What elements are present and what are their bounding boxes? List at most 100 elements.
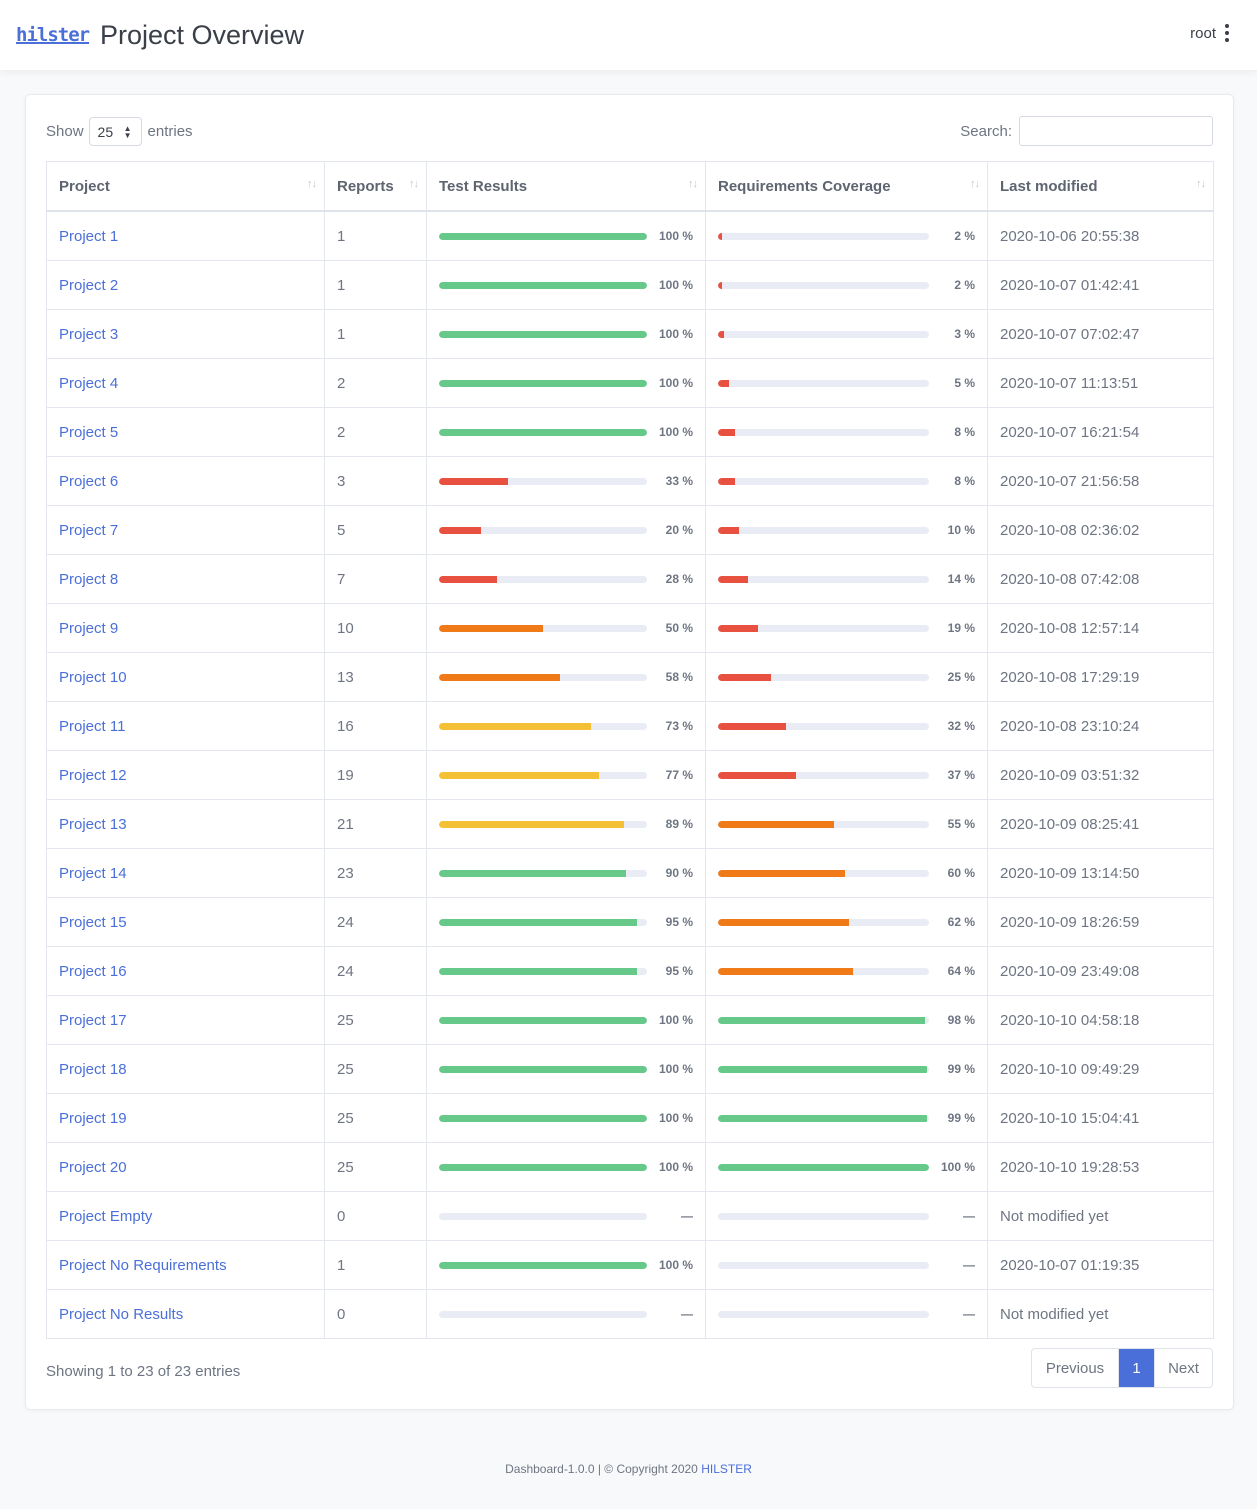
req-fill bbox=[718, 379, 729, 387]
test-bar: 100 % bbox=[439, 376, 693, 390]
test-results-cell: 33 % bbox=[426, 456, 706, 506]
project-link[interactable]: Project 9 bbox=[46, 603, 325, 653]
test-bar: 100 % bbox=[439, 327, 693, 341]
page-size-select[interactable]: 25 ▲ ▼ bbox=[88, 117, 142, 146]
project-link[interactable]: Project Empty bbox=[46, 1191, 325, 1241]
test-bar: 95 % bbox=[439, 915, 693, 929]
project-link[interactable]: Project 20 bbox=[46, 1142, 325, 1192]
test-track bbox=[439, 330, 647, 338]
project-link[interactable]: Project 7 bbox=[46, 505, 325, 555]
test-results-cell: 100 % bbox=[426, 1240, 706, 1290]
test-percent: 33 % bbox=[665, 474, 693, 488]
project-link[interactable]: Project 18 bbox=[46, 1044, 325, 1094]
req-track bbox=[718, 281, 929, 289]
user-menu[interactable]: root bbox=[1190, 24, 1229, 42]
kebab-menu-icon[interactable] bbox=[1225, 24, 1229, 42]
previous-page-button[interactable]: Previous bbox=[1032, 1349, 1119, 1387]
footer-text: Dashboard-1.0.0 | © Copyright 2020 bbox=[505, 1462, 702, 1476]
test-track bbox=[439, 673, 647, 681]
reports-count: 0 bbox=[324, 1289, 427, 1339]
project-link[interactable]: Project No Results bbox=[46, 1289, 325, 1339]
column-header-requirements-coverage[interactable]: Requirements Coverage ↑↓ bbox=[705, 161, 988, 212]
reports-count: 1 bbox=[324, 210, 427, 261]
project-link[interactable]: Project 11 bbox=[46, 701, 325, 751]
project-link[interactable]: Project No Requirements bbox=[46, 1240, 325, 1290]
last-modified: 2020-10-07 01:19:35 bbox=[987, 1240, 1214, 1290]
current-page-button[interactable]: 1 bbox=[1119, 1349, 1154, 1387]
table-row: Project Empty 0 — — Not modified yet bbox=[46, 1191, 1214, 1241]
test-results-cell: 100 % bbox=[426, 260, 706, 310]
project-link[interactable]: Project 12 bbox=[46, 750, 325, 800]
test-fill bbox=[439, 1016, 647, 1024]
test-percent: 28 % bbox=[665, 572, 693, 586]
requirements-coverage-cell: 8 % bbox=[705, 456, 988, 506]
column-header-reports[interactable]: Reports ↑↓ bbox=[324, 161, 427, 212]
search-input[interactable] bbox=[1019, 116, 1213, 146]
test-percent: 100 % bbox=[658, 425, 693, 439]
requirements-coverage-cell: 100 % bbox=[705, 1142, 988, 1192]
test-bar: 100 % bbox=[439, 229, 693, 243]
project-link[interactable]: Project 4 bbox=[46, 358, 325, 408]
req-bar: 99 % bbox=[718, 1111, 975, 1125]
req-bar: 100 % bbox=[718, 1160, 975, 1174]
project-link[interactable]: Project 13 bbox=[46, 799, 325, 849]
project-link[interactable]: Project 5 bbox=[46, 407, 325, 457]
test-track bbox=[439, 1114, 647, 1122]
test-percent: 100 % bbox=[658, 229, 693, 243]
footer-brand-link[interactable]: HILSTER bbox=[701, 1462, 752, 1476]
project-link[interactable]: Project 19 bbox=[46, 1093, 325, 1143]
column-header-project[interactable]: Project ↑↓ bbox=[46, 161, 325, 212]
req-track bbox=[718, 1212, 929, 1220]
test-results-cell: 100 % bbox=[426, 1044, 706, 1094]
requirements-coverage-cell: 60 % bbox=[705, 848, 988, 898]
req-fill bbox=[718, 673, 771, 681]
req-fill bbox=[718, 1114, 927, 1122]
test-track bbox=[439, 1212, 647, 1220]
reports-count: 3 bbox=[324, 456, 427, 506]
project-link[interactable]: Project 2 bbox=[46, 260, 325, 310]
test-percent: 77 % bbox=[665, 768, 693, 782]
project-link[interactable]: Project 3 bbox=[46, 309, 325, 359]
entries-label: entries bbox=[147, 123, 193, 140]
page-length-control: Show 25 ▲ ▼ entries bbox=[46, 117, 193, 146]
column-header-test-results[interactable]: Test Results ↑↓ bbox=[426, 161, 706, 212]
req-fill bbox=[718, 967, 854, 975]
test-results-cell: 100 % bbox=[426, 1142, 706, 1192]
table-row: Project No Requirements 1 100 % — 2020-10-… bbox=[46, 1240, 1214, 1290]
req-fill bbox=[718, 722, 786, 730]
test-fill bbox=[439, 575, 498, 583]
req-track bbox=[718, 232, 929, 240]
req-fill bbox=[718, 1163, 929, 1171]
project-link[interactable]: Project 1 bbox=[46, 210, 325, 261]
test-fill bbox=[439, 1114, 647, 1122]
project-link[interactable]: Project 16 bbox=[46, 946, 325, 996]
project-link[interactable]: Project 6 bbox=[46, 456, 325, 506]
project-link[interactable]: Project 14 bbox=[46, 848, 325, 898]
req-bar: 55 % bbox=[718, 817, 975, 831]
column-header-last-modified[interactable]: Last modified ↑↓ bbox=[987, 161, 1214, 212]
test-percent: 95 % bbox=[665, 964, 693, 978]
last-modified: 2020-10-08 07:42:08 bbox=[987, 554, 1214, 604]
project-link[interactable]: Project 15 bbox=[46, 897, 325, 947]
test-results-cell: 28 % bbox=[426, 554, 706, 604]
project-link[interactable]: Project 10 bbox=[46, 652, 325, 702]
table-header-row: Project ↑↓ Reports ↑↓ Test Results ↑↓ Requi… bbox=[46, 161, 1214, 212]
hilster-logo[interactable]: hilster bbox=[16, 24, 90, 46]
req-bar: 2 % bbox=[718, 229, 975, 243]
req-percent: 100 % bbox=[940, 1160, 975, 1174]
next-page-button[interactable]: Next bbox=[1154, 1349, 1212, 1387]
project-link[interactable]: Project 17 bbox=[46, 995, 325, 1045]
req-track bbox=[718, 379, 929, 387]
test-results-cell: 73 % bbox=[426, 701, 706, 751]
req-bar: 32 % bbox=[718, 719, 975, 733]
last-modified: 2020-10-09 23:49:08 bbox=[987, 946, 1214, 996]
last-modified: 2020-10-10 15:04:41 bbox=[987, 1093, 1214, 1143]
test-results-cell: 95 % bbox=[426, 946, 706, 996]
req-percent: — bbox=[963, 1258, 975, 1272]
test-bar: 100 % bbox=[439, 1013, 693, 1027]
test-bar: 77 % bbox=[439, 768, 693, 782]
project-link[interactable]: Project 8 bbox=[46, 554, 325, 604]
last-modified: 2020-10-07 16:21:54 bbox=[987, 407, 1214, 457]
